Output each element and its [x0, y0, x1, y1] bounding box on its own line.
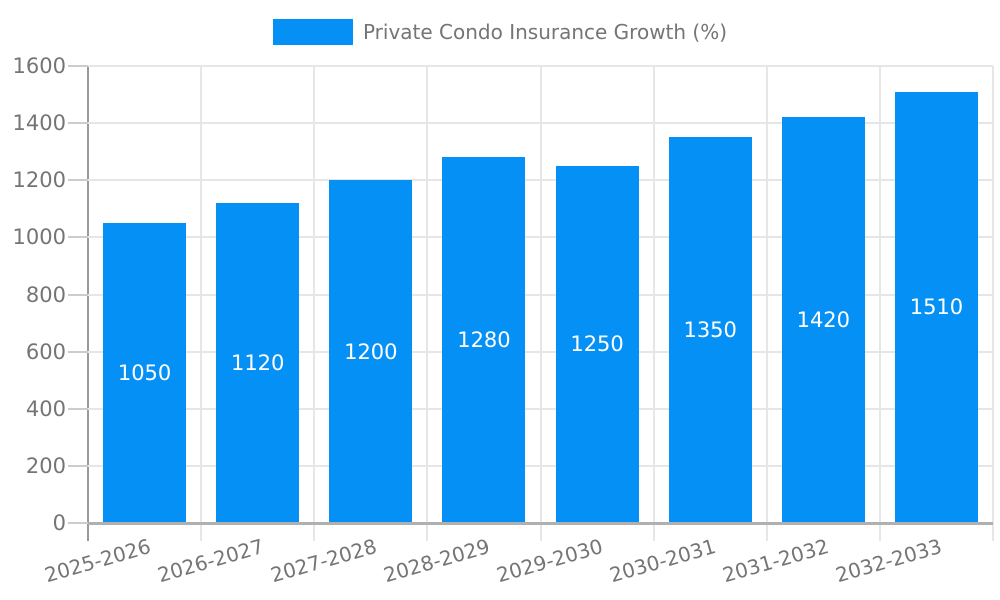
y-axis-tick	[68, 407, 88, 410]
h-gridline	[88, 293, 993, 296]
x-axis-line	[88, 522, 993, 525]
y-tick-label: 600	[25, 339, 66, 364]
x-tick-label: 2028-2029	[380, 534, 493, 588]
legend-label: Private Condo Insurance Growth (%)	[362, 20, 728, 44]
x-tick-label: 2026-2027	[154, 534, 267, 588]
bar	[668, 137, 752, 523]
bar	[216, 203, 300, 523]
y-axis-tick	[68, 350, 88, 353]
y-tick-label: 1000	[12, 225, 66, 250]
bar-value-label: 1510	[909, 295, 964, 320]
h-gridline	[88, 350, 993, 353]
h-gridline	[88, 407, 993, 410]
h-gridline	[88, 179, 993, 182]
bar-value-label: 1280	[457, 328, 511, 353]
bar-value-label: 1120	[230, 351, 285, 376]
x-tick-label: 2027-2028	[267, 534, 380, 588]
bar	[442, 157, 526, 523]
h-gridline	[88, 65, 993, 67]
y-axis-tick	[68, 65, 88, 67]
y-axis-tick	[68, 464, 88, 467]
y-axis-tick	[68, 293, 88, 296]
bar-value-label: 1420	[796, 308, 851, 333]
bar	[329, 180, 413, 523]
v-gridline	[992, 66, 994, 541]
bar	[103, 223, 187, 523]
y-tick-label: 1400	[12, 111, 66, 136]
v-gridline	[539, 66, 542, 541]
bar-value-label: 1200	[344, 339, 398, 364]
y-axis-tick	[68, 236, 88, 239]
bar	[894, 91, 978, 523]
x-tick-label: 2030-2031	[607, 534, 719, 588]
y-tick-label: 1600	[12, 54, 66, 78]
y-tick-label: 200	[25, 453, 66, 478]
x-tick-label: 2031-2032	[720, 534, 832, 588]
bar-value-label: 1250	[570, 332, 624, 357]
legend: Private Condo Insurance Growth (%)	[0, 19, 1000, 45]
y-axis-tick	[68, 179, 88, 182]
x-tick-label: 2029-2030	[493, 534, 606, 588]
y-axis-line	[87, 66, 89, 541]
h-gridline	[88, 464, 993, 467]
bar	[781, 117, 865, 523]
v-gridline	[426, 66, 429, 541]
y-tick-label: 800	[25, 282, 66, 307]
y-axis-tick	[68, 522, 88, 524]
h-gridline	[88, 122, 993, 125]
v-gridline	[200, 66, 203, 541]
v-gridline	[652, 66, 655, 541]
v-gridline	[313, 66, 316, 541]
y-tick-label: 0	[52, 511, 66, 535]
bar-value-label: 1350	[683, 318, 737, 343]
bar-value-label: 1050	[117, 361, 172, 386]
x-tick-label: 2032-2033	[833, 534, 945, 588]
v-gridline	[878, 66, 881, 541]
y-tick-label: 400	[25, 396, 66, 421]
x-tick-label: 2025-2026	[41, 534, 153, 588]
v-gridline	[765, 66, 768, 541]
legend-swatch	[272, 19, 353, 45]
y-axis-tick	[68, 122, 88, 125]
bar	[555, 165, 639, 523]
y-tick-label: 1200	[12, 168, 66, 193]
h-gridline	[88, 236, 993, 239]
